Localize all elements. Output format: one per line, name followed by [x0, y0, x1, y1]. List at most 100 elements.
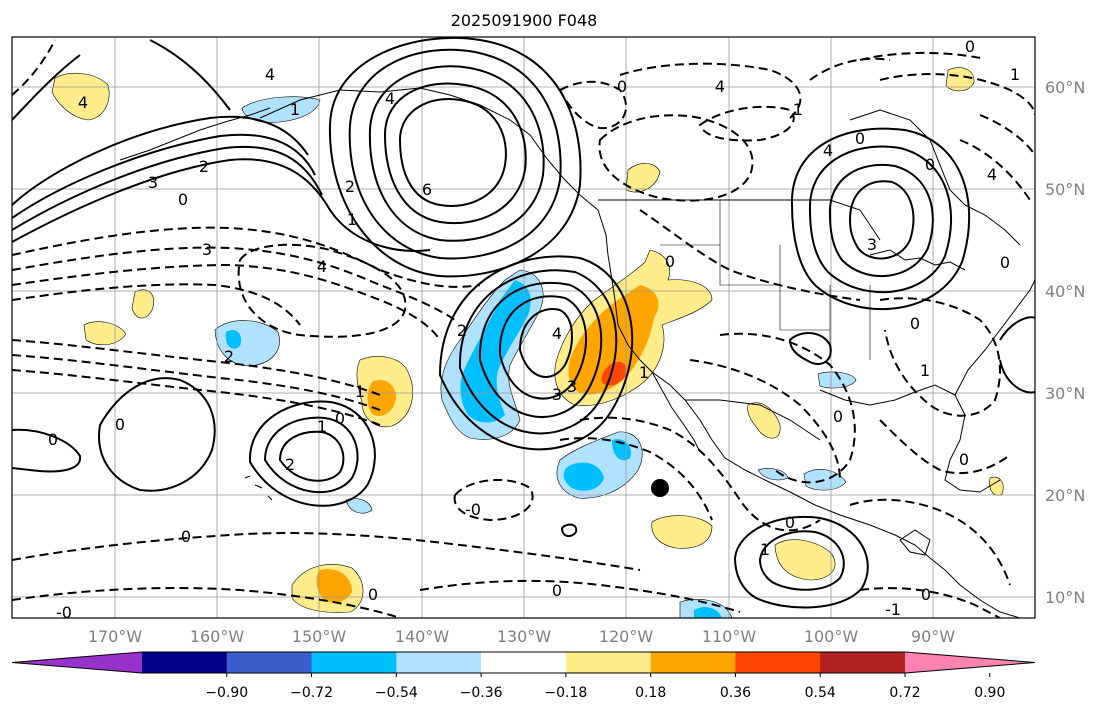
pacific-dashed-5: [12, 339, 381, 396]
colorbar-ticks: [226, 673, 991, 677]
contour-label: 0: [959, 450, 969, 469]
east-dashed-2: [859, 51, 1035, 116]
contour-label: 2: [457, 321, 467, 340]
contour-label: 1: [347, 210, 357, 229]
positive-anomaly-bc: [625, 163, 661, 193]
contour-label: -0: [465, 500, 481, 519]
pacific-dashed-2: [12, 246, 456, 321]
dashed-contours: [12, 39, 1035, 618]
contour-label: 0: [552, 581, 562, 600]
aleutian-chain: [119, 107, 271, 161]
tropic-dashed-2: [12, 587, 401, 618]
hawaii-high-2: [263, 416, 359, 493]
contour-label: 1: [290, 100, 300, 119]
east-dashed-3: [959, 114, 1035, 201]
lat-label: 50°N: [1045, 180, 1085, 199]
colorbar: −0.90 −0.72 −0.54 −0.36 −0.18 0.18 0.36 0.54 0.7…: [11, 651, 1036, 701]
positive-anomaly-west-peak: [601, 361, 627, 386]
colorbar-tick-label: 0.54: [805, 685, 836, 701]
colorbar-tick-label: −0.72: [290, 685, 333, 701]
contour-label: 0: [785, 513, 795, 532]
contour-label: 4: [552, 324, 562, 343]
negative-anomaly-gulf-core: [563, 462, 604, 491]
positive-anomaly-ne: [945, 67, 975, 92]
contour-label: 2: [224, 347, 234, 366]
aleutian-high-ring-5: [328, 37, 582, 278]
gulf-dashed-1: [579, 416, 821, 532]
central-america: [899, 529, 931, 556]
great-lakes-high-4: [790, 127, 971, 311]
contour-label: 0: [115, 415, 125, 434]
longitude-labels: 170°W 160°W 150°W 140°W 130°W 120°W 110°…: [88, 627, 955, 646]
contour-label: 0: [833, 407, 843, 426]
small-solid: [560, 523, 578, 538]
hudson-dashed: [809, 57, 891, 81]
colorbar-swatch: [735, 652, 821, 673]
lon-label: 110°W: [702, 627, 757, 646]
colorbar-labels: −0.90 −0.72 −0.54 −0.36 −0.18 0.18 0.36 0.54 0.7…: [205, 685, 1005, 701]
state-lines-2: [719, 200, 871, 360]
colorbar-swatch: [396, 652, 482, 673]
great-lakes: [869, 249, 966, 271]
contour-label: 4: [317, 257, 327, 276]
west-zero-solid-2: [98, 377, 216, 492]
se-solid: [999, 316, 1035, 394]
positive-anomaly-pac1: [131, 289, 155, 319]
contour-label: 2: [345, 177, 355, 196]
negative-anomaly-alaska: [241, 96, 321, 123]
contour-label: 0: [178, 190, 188, 209]
contour-label: 3: [867, 235, 877, 254]
colorbar-extend-min: [12, 652, 142, 673]
positive-anomaly-mex: [747, 402, 781, 439]
colorbar-tick-label: 0.36: [720, 685, 751, 701]
pacific-dashed-3: [12, 263, 441, 341]
contour-label: 0: [665, 252, 675, 271]
pacific-dashed-7: [12, 369, 381, 426]
westerlies-solid-2: [12, 145, 323, 231]
contour-label: 1: [317, 417, 327, 436]
pacific-dashed-4: [12, 283, 301, 326]
lat-label: 40°N: [1045, 282, 1085, 301]
contour-label: 0: [965, 37, 975, 56]
contour-label: -1: [885, 600, 901, 619]
negative-anomaly-west-core: [225, 329, 242, 349]
lon-label: 160°W: [190, 627, 245, 646]
contour-label: 1: [639, 363, 649, 382]
positive-anomaly-tropic: [651, 515, 713, 549]
contour-label: 0: [910, 314, 920, 333]
great-lakes-high-3: [808, 145, 952, 294]
lon-label: 170°W: [88, 627, 143, 646]
us-mex-border: [685, 399, 821, 441]
colorbar-extend-max: [905, 652, 1035, 673]
contour-label: 1: [920, 361, 930, 380]
contour-label: 0: [368, 585, 378, 604]
lat-label: 10°N: [1045, 588, 1085, 607]
contour-label: 1: [355, 382, 365, 401]
aleutian-high-ring-3: [368, 65, 545, 242]
cutoff-high-5: [438, 255, 634, 451]
contour-label: 0: [617, 77, 627, 96]
ca-dashed-1: [849, 498, 1011, 586]
contour-label: 4: [823, 141, 833, 160]
contour-label: 4: [78, 93, 88, 112]
colorbar-tick-label: −0.54: [375, 685, 418, 701]
gulf-dashed-2: [559, 437, 713, 521]
colorbar-swatch: [481, 652, 567, 673]
lon-label: 120°W: [599, 627, 654, 646]
colorbar-swatch: [650, 652, 736, 673]
canada-dashed-1: [619, 62, 802, 119]
positive-anomaly-pac2: [83, 321, 127, 346]
contour-label: 0: [855, 129, 865, 148]
great-lakes-high-2: [828, 163, 934, 278]
gulf-coast: [819, 384, 1001, 493]
cutoff-high-1: [518, 308, 573, 378]
positive-anomaly-west-core: [568, 285, 659, 395]
state-lines-1: [660, 244, 830, 331]
cutoff-high-3: [478, 281, 603, 419]
contour-label: 3: [148, 173, 158, 192]
tropic-dashed-3: [419, 579, 741, 613]
lon-label: 150°W: [292, 627, 347, 646]
colorbar-tick-label: −0.18: [544, 685, 587, 701]
positive-anomaly-ca: [774, 539, 836, 581]
aleutian-high-ring-4: [348, 48, 562, 260]
